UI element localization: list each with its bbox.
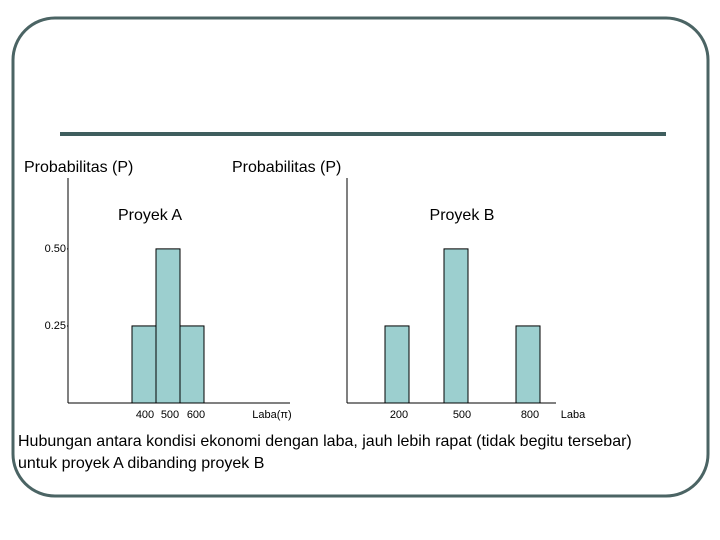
x-tick-label: 500 — [161, 409, 179, 421]
chart-title: Proyek B — [430, 207, 495, 224]
caption-line: untuk proyek A dibanding proyek B — [18, 455, 264, 472]
x-tick-label: 800 — [521, 409, 539, 421]
bar — [443, 248, 469, 404]
slide-frame — [11, 16, 710, 498]
x-tick-label: 500 — [453, 409, 471, 421]
bar — [155, 248, 181, 404]
y-axis-label: Probabilitas (P) — [24, 159, 133, 176]
caption-line: Hubungan antara kondisi ekonomi dengan l… — [18, 433, 632, 450]
y-tick-label: 0.25 — [45, 320, 66, 332]
x-tick-label: 600 — [187, 409, 205, 421]
bar — [515, 325, 541, 404]
x-tick-label: 200 — [390, 409, 408, 421]
x-axis-label: Laba — [561, 409, 586, 421]
x-tick-label: 400 — [136, 409, 154, 421]
bar — [179, 325, 205, 404]
bar — [131, 325, 157, 404]
y-tick-label: 0.50 — [45, 243, 66, 255]
y-axis-label: Probabilitas (P) — [232, 159, 341, 176]
chart-title: Proyek A — [118, 207, 182, 224]
x-axis-label: Laba(π) — [252, 409, 291, 421]
bar — [384, 325, 410, 404]
